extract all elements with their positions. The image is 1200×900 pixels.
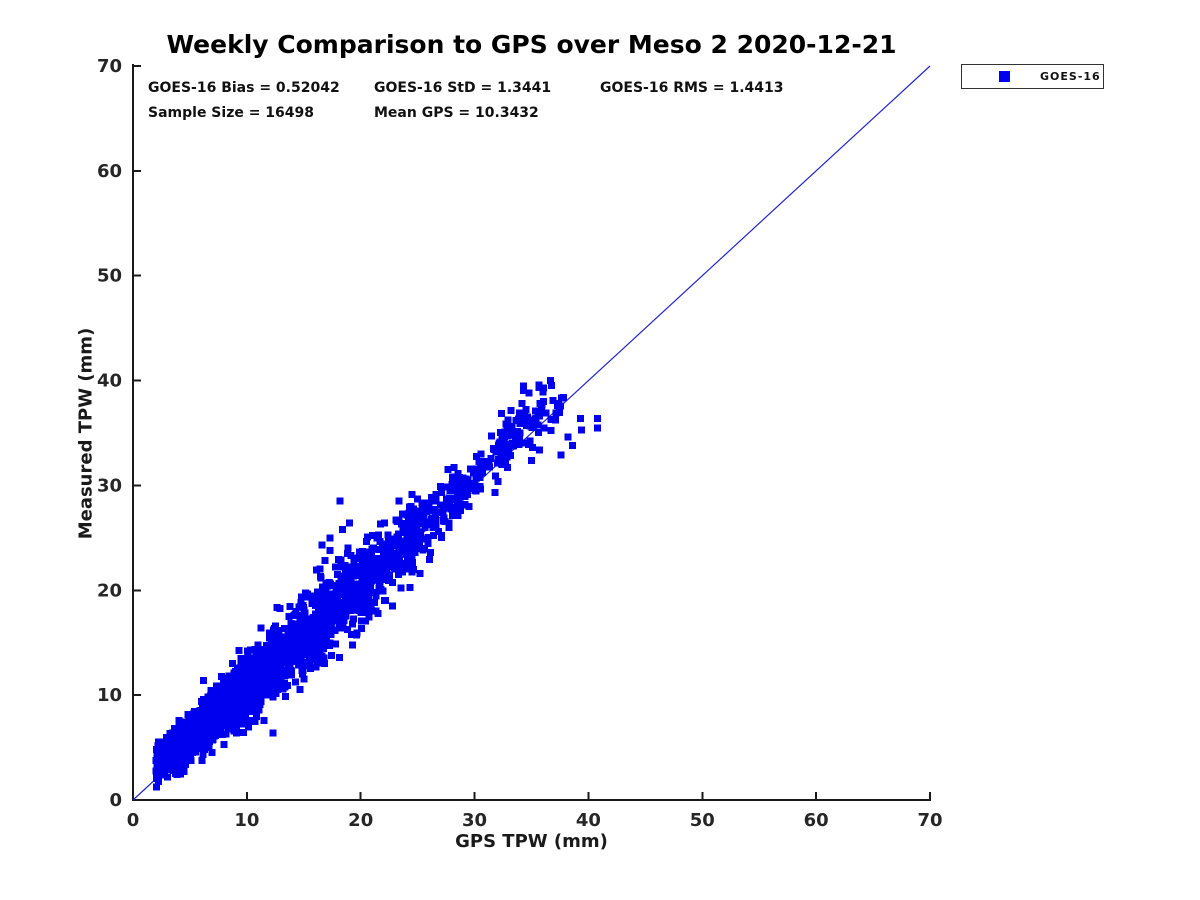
svg-text:50: 50 <box>97 266 122 287</box>
stat-sample-size: Sample Size = 16498 <box>148 105 315 121</box>
svg-text:70: 70 <box>917 810 942 831</box>
stat-bias: GOES-16 Bias = 0.52042 <box>148 80 340 96</box>
svg-text:30: 30 <box>97 475 122 496</box>
scatter-series <box>152 377 601 791</box>
stat-mean-gps: Mean GPS = 10.3432 <box>374 105 539 121</box>
chart-title: Weekly Comparison to GPS over Meso 2 202… <box>166 30 897 59</box>
square-marker-icon <box>999 71 1010 82</box>
svg-text:50: 50 <box>690 810 715 831</box>
svg-text:0: 0 <box>109 790 122 811</box>
legend-label: GOES-16 <box>1040 70 1101 83</box>
stat-rms: GOES-16 RMS = 1.4413 <box>600 80 784 96</box>
svg-text:20: 20 <box>97 580 122 601</box>
svg-text:30: 30 <box>462 810 487 831</box>
stat-std: GOES-16 StD = 1.3441 <box>374 80 552 96</box>
svg-text:70: 70 <box>97 56 122 77</box>
legend: GOES-16 <box>961 64 1104 89</box>
y-axis-label: Measured TPW (mm) <box>75 327 97 540</box>
axes: 0 10 20 30 40 50 60 70 0 10 20 30 40 50 60 70 <box>97 56 943 831</box>
svg-text:0: 0 <box>127 810 140 831</box>
svg-text:60: 60 <box>804 810 829 831</box>
svg-text:20: 20 <box>348 810 373 831</box>
svg-text:60: 60 <box>97 161 122 182</box>
svg-text:40: 40 <box>576 810 601 831</box>
svg-text:10: 10 <box>234 810 259 831</box>
svg-text:40: 40 <box>97 371 122 392</box>
x-axis-label: GPS TPW (mm) <box>455 831 608 852</box>
svg-text:10: 10 <box>97 685 122 706</box>
